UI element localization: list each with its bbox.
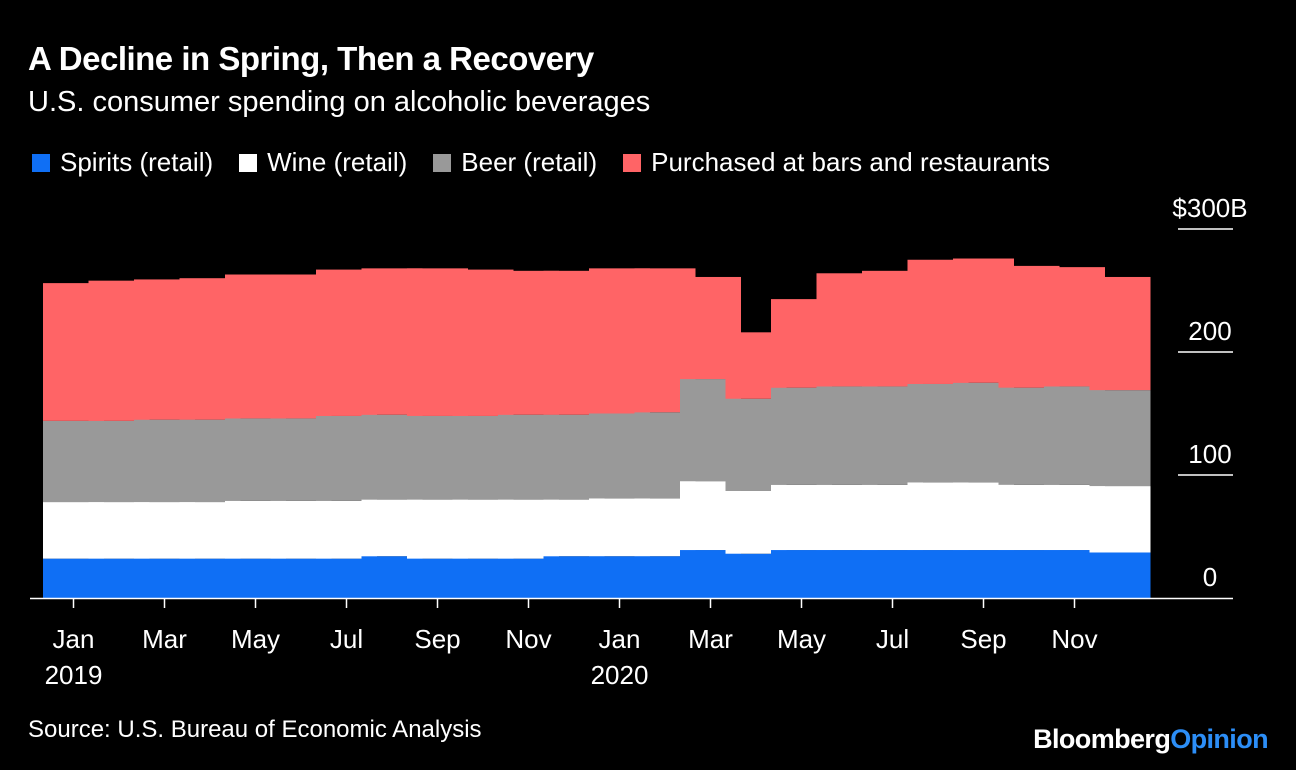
bar-segment-wine-retail-23 [1089, 486, 1151, 553]
x-tick-label-sep-8: Sep [414, 624, 460, 654]
chart-title: A Decline in Spring, Then a Recovery [28, 40, 594, 77]
x-tick-label-nov-22: Nov [1051, 624, 1097, 654]
legend-item-wine: Wine (retail) [239, 147, 407, 178]
legend: Spirits (retail) Wine (retail) Beer (ret… [32, 147, 1076, 178]
legend-label-beer: Beer (retail) [461, 147, 598, 177]
brand-opinion: Opinion [1170, 724, 1268, 754]
bar-segment-spirits-retail-23 [1089, 552, 1151, 598]
x-tick-label-sep-20: Sep [960, 624, 1006, 654]
legend-swatch-wine [239, 153, 258, 172]
source-note: Source: U.S. Bureau of Economic Analysis [28, 716, 482, 743]
legend-item-spirits: Spirits (retail) [32, 147, 213, 178]
legend-label-bars-restaurants: Purchased at bars and restaurants [651, 147, 1051, 177]
x-tick-label-jul-6: Jul [330, 624, 363, 654]
x-tick-label-jan-12: Jan [599, 624, 641, 654]
legend-item-bars-restaurants: Purchased at bars and restaurants [623, 147, 1050, 178]
legend-label-wine: Wine (retail) [267, 147, 408, 177]
legend-swatch-beer [433, 153, 452, 172]
x-tick-label-may-4: May [231, 624, 280, 654]
y-tick-label-100: 100 [1188, 439, 1231, 469]
x-year-label-2020: 2020 [591, 660, 649, 690]
legend-swatch-spirits [32, 153, 50, 172]
x-axis: Jan 2019 Mar May Jul Sep Nov Jan 2020 Mar May Jul Se… [30, 597, 1233, 690]
x-tick-label-mar-14: Mar [688, 624, 733, 654]
legend-item-beer: Beer (retail) [433, 147, 597, 178]
y-tick-label-0: 0 [1203, 562, 1217, 592]
legend-label-spirits: Spirits (retail) [60, 147, 214, 177]
x-tick-label-jan-0: Jan [53, 624, 95, 654]
brand-bloomberg: Bloomberg [1033, 724, 1171, 754]
bar-segment-purchased-at-bars-and-restaurants-23 [1089, 276, 1151, 391]
x-tick-label-nov-10: Nov [505, 624, 551, 654]
y-tick-label-200: 200 [1188, 316, 1231, 346]
legend-swatch-bars-restaurants [623, 153, 642, 172]
y-tick-label-300: $300B [1172, 193, 1247, 223]
bar-segment-beer-retail-23 [1089, 390, 1151, 487]
bloomberg-opinion-logo: BloombergOpinion [1033, 724, 1268, 755]
bar-group [43, 258, 1151, 598]
x-tick-label-jul-18: Jul [876, 624, 909, 654]
x-year-label-2019: 2019 [45, 660, 103, 690]
chart-subtitle: U.S. consumer spending on alcoholic beve… [28, 86, 651, 118]
x-tick-label-mar-2: Mar [142, 624, 187, 654]
x-tick-label-may-16: May [777, 624, 826, 654]
y-axis: 0 100 200 $300B [1172, 193, 1247, 592]
